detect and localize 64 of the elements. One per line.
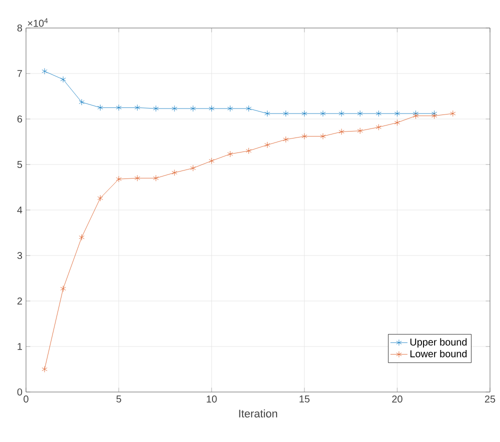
point bbox=[412, 110, 419, 117]
point bbox=[376, 124, 382, 130]
x-tick-label: 15 bbox=[300, 396, 310, 402]
point bbox=[450, 110, 456, 117]
x-tick-label: 5 bbox=[116, 396, 122, 402]
y-tick-label: 7 bbox=[17, 70, 22, 77]
point bbox=[172, 105, 178, 112]
point bbox=[394, 110, 400, 117]
y-tick-label: 8 bbox=[17, 24, 22, 32]
y-tick-label: 2 bbox=[17, 298, 22, 304]
point bbox=[376, 110, 382, 117]
point bbox=[190, 105, 196, 112]
x-tick-label: 10 bbox=[206, 396, 217, 403]
point bbox=[432, 110, 438, 117]
point bbox=[153, 174, 159, 182]
point bbox=[97, 104, 104, 111]
y-tick-label: 1 bbox=[18, 343, 22, 350]
y-tick-label: 3 bbox=[17, 252, 22, 260]
point bbox=[97, 194, 104, 202]
point bbox=[394, 119, 400, 126]
point bbox=[357, 110, 363, 117]
point bbox=[78, 234, 84, 240]
point bbox=[153, 105, 159, 112]
point bbox=[432, 112, 438, 120]
point bbox=[42, 366, 48, 372]
point bbox=[302, 133, 308, 140]
y-tick-label: 6 bbox=[17, 115, 22, 123]
point bbox=[190, 164, 196, 172]
x-tick-label: 20 bbox=[392, 396, 402, 403]
point bbox=[320, 110, 326, 117]
x-tick-label: 0 bbox=[24, 396, 28, 403]
point bbox=[116, 176, 122, 182]
point bbox=[227, 105, 233, 112]
point bbox=[42, 68, 48, 74]
y-tick-label: 4 bbox=[17, 206, 22, 214]
x-tick-label: 25 bbox=[484, 396, 496, 403]
point bbox=[134, 174, 140, 182]
point bbox=[246, 148, 252, 154]
text: ×10$^{4}$ bbox=[28, 18, 48, 27]
point bbox=[134, 104, 140, 111]
point bbox=[264, 110, 270, 117]
y-tick-label: 0 bbox=[17, 388, 22, 396]
point bbox=[246, 105, 252, 112]
point bbox=[172, 170, 178, 176]
point bbox=[320, 133, 326, 140]
point bbox=[208, 105, 214, 112]
x-axis-title: Iteration bbox=[239, 409, 278, 418]
point bbox=[283, 110, 289, 117]
y-tick-label: 5 bbox=[17, 161, 22, 168]
point bbox=[412, 112, 419, 120]
point bbox=[227, 150, 233, 158]
point bbox=[116, 104, 122, 111]
point bbox=[60, 76, 66, 83]
point bbox=[338, 110, 344, 117]
point bbox=[60, 286, 66, 292]
legend-label: Upper bound bbox=[410, 338, 467, 348]
point bbox=[264, 142, 270, 148]
point bbox=[302, 110, 308, 117]
point bbox=[283, 136, 289, 143]
point bbox=[208, 158, 214, 164]
point bbox=[78, 98, 84, 106]
point bbox=[338, 128, 344, 135]
point bbox=[357, 128, 363, 134]
legend-label: Lower bound bbox=[410, 350, 467, 358]
